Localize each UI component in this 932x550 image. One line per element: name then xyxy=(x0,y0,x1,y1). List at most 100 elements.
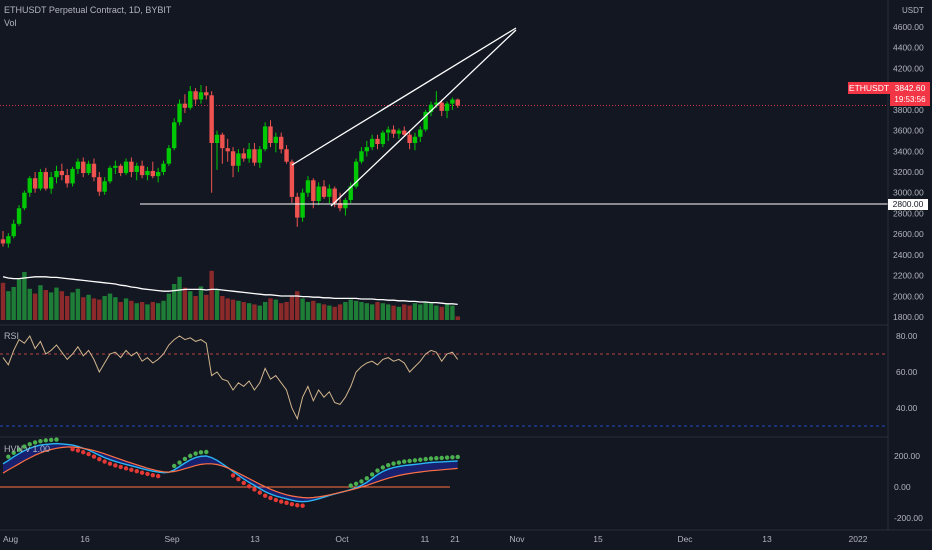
candle xyxy=(16,205,22,226)
candle xyxy=(289,159,295,204)
candle xyxy=(166,145,172,166)
candle xyxy=(32,172,38,193)
candle xyxy=(22,190,27,211)
candle xyxy=(70,166,75,187)
time-tick-label: 16 xyxy=(80,534,90,544)
volume-bar xyxy=(204,294,209,320)
hvn-dot xyxy=(27,442,32,447)
candle xyxy=(182,94,188,113)
volume-bar xyxy=(155,303,161,320)
volume-bar xyxy=(118,302,123,320)
volume-bar xyxy=(145,304,150,320)
hvn-legend[interactable]: HVN v 1.00 xyxy=(4,444,51,454)
hvn-dot xyxy=(6,454,11,459)
hvn-dot xyxy=(359,479,364,484)
hvn-dot xyxy=(32,440,38,445)
volume-bar xyxy=(316,303,321,320)
volume-bar xyxy=(252,304,257,320)
volume-legend[interactable]: Vol xyxy=(4,18,17,28)
candle xyxy=(38,168,43,191)
price-axis[interactable]: 4600.004400.004200.004000.003800.003600.… xyxy=(893,22,924,322)
volume-bar xyxy=(434,305,439,320)
hvn-dot xyxy=(81,450,86,455)
volume-bar xyxy=(91,298,97,320)
volume-bar xyxy=(22,272,27,320)
hvn-axis[interactable]: 200.00 0.00 -200.00 xyxy=(894,451,923,523)
volume-bar xyxy=(246,303,252,320)
price-tick-label: 4200.00 xyxy=(893,63,924,73)
price-tick-label: 3000.00 xyxy=(893,188,924,198)
symbol-price-tag: ETHUSDT xyxy=(848,82,890,94)
hvn-dot xyxy=(48,437,54,443)
hvn-dot xyxy=(423,456,428,462)
candle xyxy=(380,130,386,148)
time-tick-label: 21 xyxy=(450,534,460,544)
volume-bar xyxy=(396,306,402,320)
hvn-dot xyxy=(198,450,204,455)
rsi-axis[interactable]: 80.00 60.00 40.00 xyxy=(896,331,918,413)
symbol-legend[interactable]: ETHUSDT Perpetual Contract, 1D, BYBIT xyxy=(4,5,172,15)
candle xyxy=(359,147,364,164)
candle xyxy=(246,143,252,163)
candle xyxy=(204,86,209,100)
candle xyxy=(396,128,402,139)
candle xyxy=(123,158,129,176)
hvn-tick-label: 200.00 xyxy=(894,451,920,461)
candlesticks xyxy=(0,85,460,248)
candle xyxy=(386,126,391,141)
volume-bar xyxy=(172,284,177,320)
candle xyxy=(348,182,353,204)
hvn-pane[interactable] xyxy=(0,437,460,508)
volume-bar xyxy=(123,298,129,320)
candle xyxy=(321,180,327,199)
candle xyxy=(273,132,279,153)
hvn-dot xyxy=(155,473,161,479)
candle xyxy=(129,157,134,178)
volume-bar xyxy=(43,290,48,320)
time-tick-label: 11 xyxy=(421,534,430,544)
volume-bar xyxy=(70,292,75,320)
rsi-legend[interactable]: RSI xyxy=(4,331,20,341)
candle xyxy=(337,192,343,212)
volume-bar xyxy=(332,306,337,320)
price-tick-label: 4600.00 xyxy=(893,22,924,32)
wedge-lower-trendline[interactable] xyxy=(330,29,517,207)
volume-bar xyxy=(428,303,434,320)
candle xyxy=(418,126,423,142)
price-tick-label: 3200.00 xyxy=(893,167,924,177)
volume-bar xyxy=(311,300,316,320)
price-pane[interactable] xyxy=(0,27,888,320)
hvn-dot xyxy=(268,495,273,501)
volume-bar xyxy=(81,297,86,320)
volume-bar xyxy=(359,302,364,320)
volume-bar xyxy=(16,278,22,320)
volume-bar xyxy=(412,303,418,320)
candle xyxy=(188,86,193,110)
candle xyxy=(193,88,198,105)
rsi-line xyxy=(2,335,459,421)
hvn-dot xyxy=(118,464,123,470)
time-axis[interactable]: Aug 16 Sep 13 Oct 11 21 Nov 15 Dec 13 2022 xyxy=(3,534,868,544)
price-tick-label: 2200.00 xyxy=(893,271,924,281)
candle xyxy=(284,145,289,164)
hvn-dot xyxy=(139,470,145,475)
hvn-dot xyxy=(262,493,268,498)
rsi-pane[interactable] xyxy=(0,335,888,427)
candle xyxy=(455,98,460,108)
volume-bar xyxy=(337,304,343,320)
volume-bar xyxy=(225,298,230,320)
hvn-dot xyxy=(16,447,22,452)
volume-bar xyxy=(364,303,369,320)
hvn-slow-line xyxy=(2,446,458,499)
volume-bar xyxy=(375,302,380,320)
hvn-dot xyxy=(107,461,113,466)
candle xyxy=(230,147,236,178)
candle xyxy=(327,184,332,204)
hvn-dot xyxy=(348,483,353,488)
last-price-value: 3842.60 xyxy=(894,83,926,93)
hvn-dot xyxy=(386,462,391,468)
price-tick-label: 3400.00 xyxy=(893,146,924,156)
wedge-upper-trendline[interactable] xyxy=(291,27,517,166)
hvn-dot xyxy=(428,456,434,461)
